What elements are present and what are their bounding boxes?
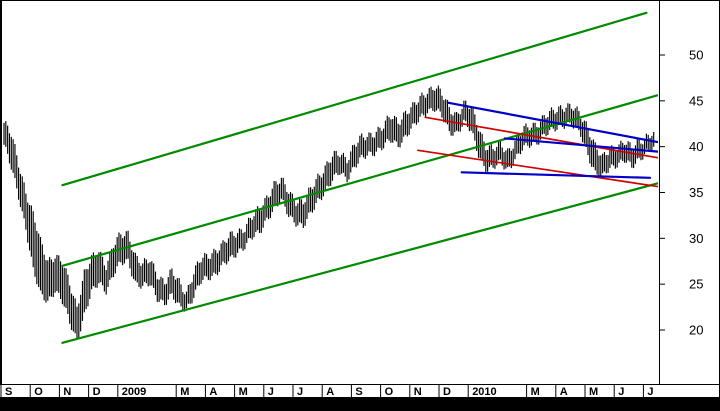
x-axis-label: O [385, 386, 394, 398]
y-axis-label: 35 [689, 185, 703, 200]
blue-trend-lower [460, 171, 652, 179]
x-axis-label: 2009 [122, 386, 146, 398]
red-trend-upper [424, 116, 658, 159]
x-axis-label: S [5, 386, 12, 398]
x-axis-label: M [239, 386, 248, 398]
x-axis-label: A [209, 386, 217, 398]
x-axis-label: J [618, 386, 624, 398]
x-axis-label: A [326, 386, 334, 398]
blue-trend-upper [446, 101, 658, 144]
x-axis-label: J [297, 386, 303, 398]
x-axis-label: A [560, 386, 568, 398]
trendlines [61, 11, 658, 344]
x-axis-label: D [93, 386, 101, 398]
x-axis-label: M [180, 386, 189, 398]
x-axis-label: D [443, 386, 451, 398]
x-axis-label: M [531, 386, 540, 398]
x-axis-label: 2010 [472, 386, 496, 398]
y-axis-label: 50 [689, 48, 703, 63]
green-channel-upper [61, 11, 648, 187]
y-axis-label: 30 [689, 231, 703, 246]
x-axis-label: S [355, 386, 362, 398]
x-axis-label: J [268, 386, 274, 398]
y-axis-label: 40 [689, 139, 703, 154]
y-axis-label: 25 [689, 277, 703, 292]
x-axis-label: N [414, 386, 422, 398]
y-axis-label: 45 [689, 93, 703, 108]
blue-trend-middle [503, 137, 658, 153]
red-trend-lower [417, 149, 658, 188]
y-axis-label: 20 [689, 323, 703, 338]
x-axis-label: N [63, 386, 71, 398]
x-axis-label: M [589, 386, 598, 398]
price-bars [3, 85, 655, 340]
bottom-bar [0, 397, 720, 411]
x-axis-label: J [647, 386, 653, 398]
green-channel-lower [61, 182, 658, 344]
x-axis-label: O [34, 386, 43, 398]
